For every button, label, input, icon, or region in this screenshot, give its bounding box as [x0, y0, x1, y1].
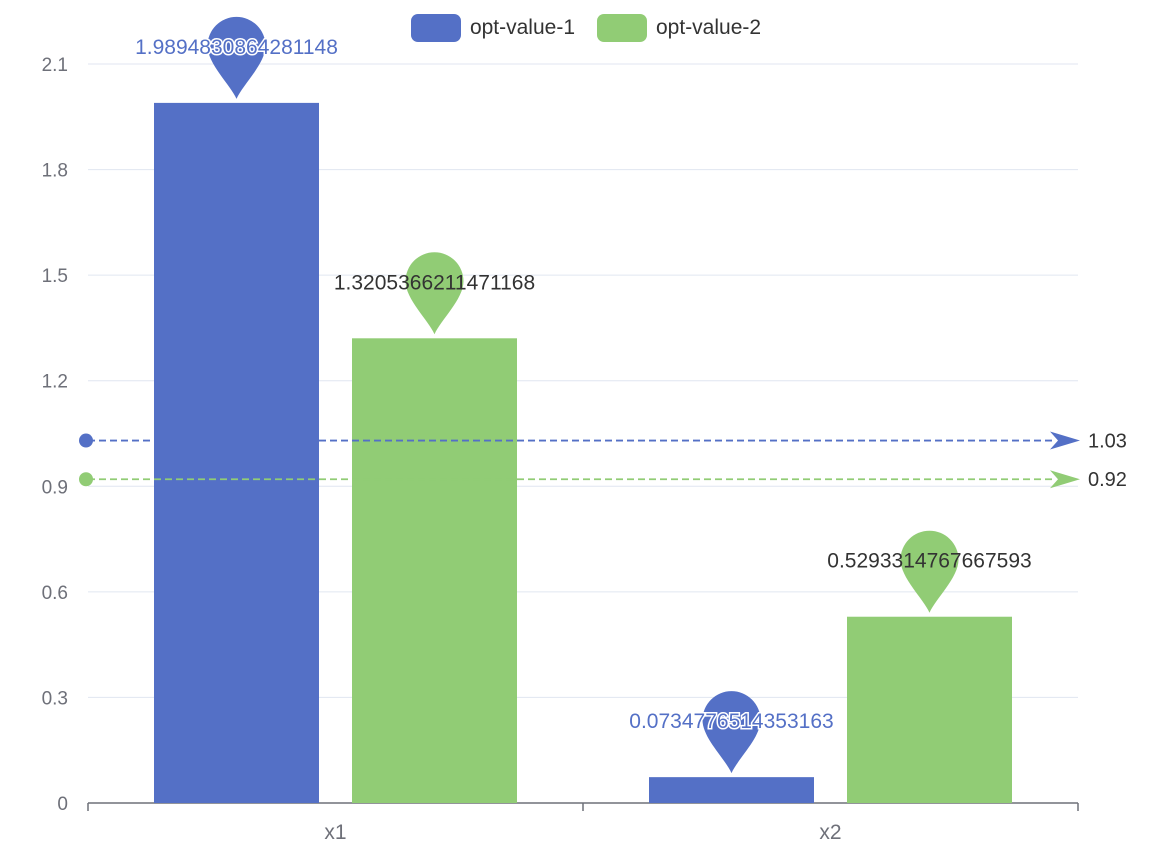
max-marker-opt-value-1-pin [207, 16, 266, 99]
legend-item-series-2[interactable]: opt-value-2 [597, 12, 761, 44]
average-label-opt-value-2: 0.92 [1088, 469, 1127, 491]
bar-opt-value-1-x1 [154, 102, 319, 804]
y-tick-label-4: 1.2 [42, 372, 68, 393]
min-marker-opt-value-1-pin [702, 691, 761, 774]
x-tick-label-x1: x1 [324, 821, 346, 844]
min-marker-opt-value-1-label: 0.0734776514353163 [629, 710, 833, 733]
legend: opt-value-1 opt-value-2 [0, 12, 1172, 44]
average-line-arrow-opt-value-2 [1050, 470, 1080, 489]
bar-opt-value-1-x2 [649, 777, 814, 803]
y-tick-label-3: 0.9 [42, 477, 68, 498]
average-line-arrow-opt-value-1 [1050, 431, 1080, 450]
bar-opt-value-2-x1 [352, 338, 517, 803]
y-tick-label-1: 0.3 [42, 688, 68, 709]
legend-swatch-series-1 [410, 14, 461, 42]
average-line-start-dot-opt-value-2 [79, 472, 93, 487]
min-marker-opt-value-2-pin [900, 530, 959, 613]
max-marker-opt-value-2-label: 1.3205366211471168 [334, 271, 535, 294]
legend-label-series-1: opt-value-1 [469, 16, 575, 39]
max-marker-opt-value-1-label: 1.9894830864281148 [135, 36, 338, 59]
average-line-start-dot-opt-value-1 [79, 433, 93, 448]
max-marker-opt-value-2-pin [405, 252, 464, 335]
average-label-opt-value-1: 1.03 [1088, 431, 1127, 453]
y-tick-label-2: 0.6 [42, 583, 68, 604]
y-tick-label-5: 1.5 [42, 266, 68, 287]
legend-label-series-2: opt-value-2 [656, 16, 762, 39]
legend-swatch-series-2 [597, 14, 647, 42]
legend-item-series-1[interactable]: opt-value-1 [410, 12, 575, 44]
y-tick-label-6: 1.8 [42, 161, 68, 182]
min-marker-opt-value-2-label: 0.5293314767667593 [827, 550, 1031, 573]
bar-opt-value-2-x2 [847, 616, 1012, 803]
y-tick-label-7: 2.1 [42, 55, 68, 76]
x-tick-label-x2: x2 [819, 821, 841, 844]
y-tick-label-0: 0 [57, 794, 68, 815]
